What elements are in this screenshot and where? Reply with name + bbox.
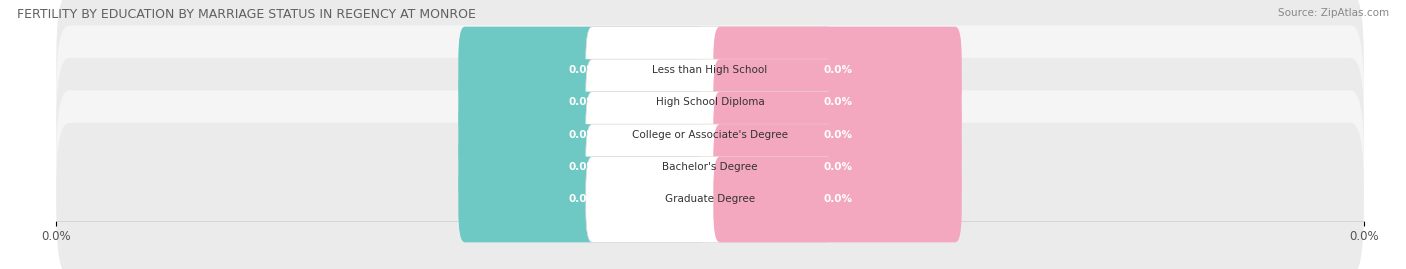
FancyBboxPatch shape (458, 92, 707, 177)
FancyBboxPatch shape (713, 27, 962, 112)
Text: 0.0%: 0.0% (568, 97, 598, 107)
Text: 0.0%: 0.0% (823, 162, 852, 172)
Text: Graduate Degree: Graduate Degree (665, 194, 755, 204)
FancyBboxPatch shape (56, 90, 1364, 244)
Text: Source: ZipAtlas.com: Source: ZipAtlas.com (1278, 8, 1389, 18)
FancyBboxPatch shape (713, 124, 962, 210)
FancyBboxPatch shape (713, 157, 962, 242)
FancyBboxPatch shape (713, 92, 962, 177)
Text: College or Associate's Degree: College or Associate's Degree (633, 129, 787, 140)
FancyBboxPatch shape (56, 123, 1364, 269)
FancyBboxPatch shape (56, 25, 1364, 179)
Text: 0.0%: 0.0% (568, 162, 598, 172)
FancyBboxPatch shape (586, 27, 834, 112)
Text: Less than High School: Less than High School (652, 65, 768, 75)
Text: 0.0%: 0.0% (823, 65, 852, 75)
Text: 0.0%: 0.0% (568, 194, 598, 204)
FancyBboxPatch shape (458, 27, 707, 112)
FancyBboxPatch shape (458, 59, 707, 145)
Text: High School Diploma: High School Diploma (655, 97, 765, 107)
Text: 0.0%: 0.0% (568, 129, 598, 140)
FancyBboxPatch shape (586, 59, 834, 145)
FancyBboxPatch shape (56, 58, 1364, 211)
Text: 0.0%: 0.0% (823, 97, 852, 107)
FancyBboxPatch shape (713, 59, 962, 145)
Text: 0.0%: 0.0% (823, 129, 852, 140)
FancyBboxPatch shape (586, 92, 834, 177)
Text: FERTILITY BY EDUCATION BY MARRIAGE STATUS IN REGENCY AT MONROE: FERTILITY BY EDUCATION BY MARRIAGE STATU… (17, 8, 475, 21)
FancyBboxPatch shape (458, 124, 707, 210)
Text: 0.0%: 0.0% (823, 194, 852, 204)
FancyBboxPatch shape (458, 157, 707, 242)
Text: Bachelor's Degree: Bachelor's Degree (662, 162, 758, 172)
FancyBboxPatch shape (56, 0, 1364, 146)
FancyBboxPatch shape (586, 124, 834, 210)
FancyBboxPatch shape (586, 157, 834, 242)
Text: 0.0%: 0.0% (568, 65, 598, 75)
